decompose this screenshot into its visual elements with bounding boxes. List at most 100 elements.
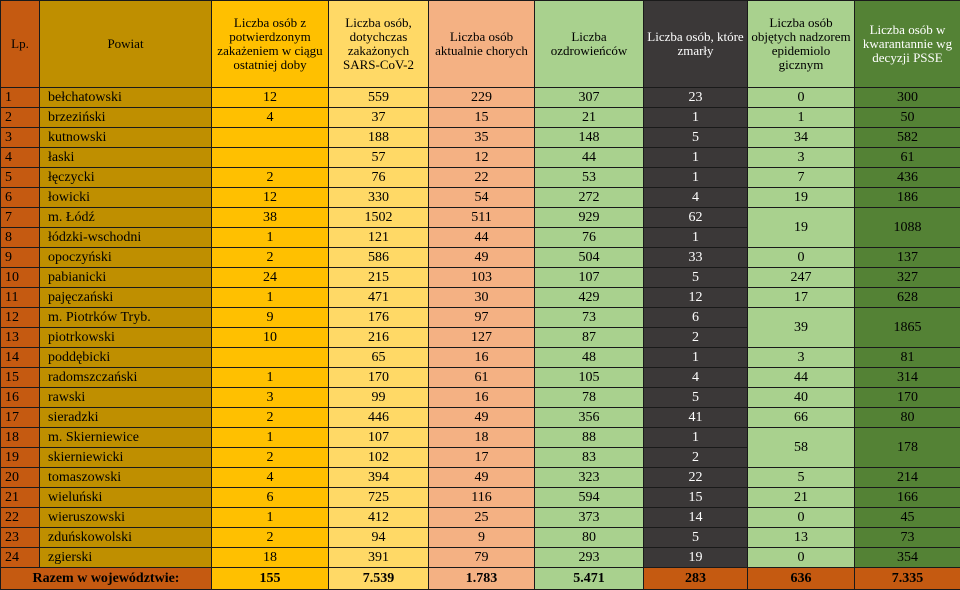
cell-recovered: 87	[534, 327, 644, 348]
table-row: 5 łęczycki 2 76 22 53 1 7 436	[0, 167, 960, 188]
cell-sick: 44	[428, 227, 535, 248]
cell-total: 216	[328, 327, 429, 348]
table-row: 15 radomszczański 1 170 61 105 4 44 314	[0, 367, 960, 388]
cell-quarantine: 61	[854, 147, 960, 168]
cell-powiat: opoczyński	[39, 247, 212, 268]
cell-deaths: 5	[643, 127, 748, 148]
cell-total: 725	[328, 487, 429, 508]
cell-total: 76	[328, 167, 429, 188]
cell-lp: 7	[0, 207, 40, 228]
cell-deaths: 1	[643, 347, 748, 368]
table-row: 2 brzeziński 4 37 15 21 1 1 50	[0, 107, 960, 128]
cell-daily: 1	[211, 287, 329, 308]
cell-supervision: 1	[747, 107, 855, 128]
cell-sick: 17	[428, 447, 535, 468]
cell-deaths: 19	[643, 547, 748, 568]
cell-total: 37	[328, 107, 429, 128]
cell-supervision: 247	[747, 267, 855, 288]
cell-quarantine: 81	[854, 347, 960, 368]
cell-sick: 35	[428, 127, 535, 148]
table-row: 22 wieruszowski 1 412 25 373 14 0 45	[0, 507, 960, 528]
cell-daily	[211, 147, 329, 168]
cell-supervision: 34	[747, 127, 855, 148]
cell-deaths: 62	[643, 207, 748, 228]
cell-deaths: 5	[643, 267, 748, 288]
header-total: Liczba osób, dotychczas zakażonych SARS-…	[328, 0, 429, 88]
table-body: 1 bełchatowski 12 559 229 307 23 0 300 2 brzezińsk…	[0, 87, 960, 568]
cell-powiat: łaski	[39, 147, 212, 168]
cell-supervision: 0	[747, 247, 855, 268]
cell-daily: 2	[211, 247, 329, 268]
table-row: 19 skierniewicki 2 102 17 83 2	[0, 447, 960, 468]
cell-sick: 127	[428, 327, 535, 348]
cell-daily: 24	[211, 267, 329, 288]
cell-deaths: 2	[643, 327, 748, 348]
cell-quarantine: 73	[854, 527, 960, 548]
cell-supervision: 19	[747, 207, 855, 248]
cell-quarantine: 50	[854, 107, 960, 128]
cell-sick: 229	[428, 87, 535, 108]
cell-daily	[211, 347, 329, 368]
cell-recovered: 356	[534, 407, 644, 428]
table-row: 23 zduńskowolski 2 94 9 80 5 13 73	[0, 527, 960, 548]
cell-quarantine: 80	[854, 407, 960, 428]
cell-sick: 22	[428, 167, 535, 188]
cell-recovered: 148	[534, 127, 644, 148]
cell-deaths: 1	[643, 147, 748, 168]
cell-recovered: 272	[534, 187, 644, 208]
totals-row: Razem w województwie: 155 7.539 1.783 5.…	[0, 567, 960, 590]
cell-supervision: 5	[747, 467, 855, 488]
cell-powiat: radomszczański	[39, 367, 212, 388]
cell-powiat: wieluński	[39, 487, 212, 508]
cell-powiat: zgierski	[39, 547, 212, 568]
cell-deaths: 1	[643, 427, 748, 448]
cell-powiat: brzeziński	[39, 107, 212, 128]
cell-recovered: 48	[534, 347, 644, 368]
table-row: 18 m. Skierniewice 1 107 18 88 1 58 178	[0, 427, 960, 468]
cell-sick: 12	[428, 147, 535, 168]
cell-total: 330	[328, 187, 429, 208]
cell-recovered: 80	[534, 527, 644, 548]
cell-lp: 1	[0, 87, 40, 108]
totals-deaths: 283	[643, 567, 748, 590]
cell-deaths: 6	[643, 307, 748, 328]
cell-lp: 14	[0, 347, 40, 368]
cell-daily: 3	[211, 387, 329, 408]
cell-total: 1502	[328, 207, 429, 228]
cell-total: 57	[328, 147, 429, 168]
cell-powiat: poddębicki	[39, 347, 212, 368]
cell-deaths: 4	[643, 187, 748, 208]
cell-total: 188	[328, 127, 429, 148]
cell-recovered: 88	[534, 427, 644, 448]
cell-powiat: tomaszowski	[39, 467, 212, 488]
cell-quarantine: 170	[854, 387, 960, 408]
cell-supervision: 66	[747, 407, 855, 428]
cell-sick: 49	[428, 247, 535, 268]
cell-total: 391	[328, 547, 429, 568]
cell-daily: 1	[211, 227, 329, 248]
cell-sick: 54	[428, 187, 535, 208]
cell-powiat: rawski	[39, 387, 212, 408]
table-row: 12 m. Piotrków Tryb. 9 176 97 73 6 39 1865	[0, 307, 960, 348]
cell-sick: 49	[428, 407, 535, 428]
cell-deaths: 33	[643, 247, 748, 268]
cell-daily: 4	[211, 107, 329, 128]
cell-daily: 1	[211, 367, 329, 388]
cell-deaths: 14	[643, 507, 748, 528]
table-row: 16 rawski 3 99 16 78 5 40 170	[0, 387, 960, 408]
cell-recovered: 307	[534, 87, 644, 108]
cell-quarantine: 214	[854, 467, 960, 488]
cell-lp: 3	[0, 127, 40, 148]
cell-supervision: 0	[747, 547, 855, 568]
table-row: 1 bełchatowski 12 559 229 307 23 0 300	[0, 87, 960, 108]
cell-lp: 6	[0, 187, 40, 208]
cell-quarantine: 178	[854, 427, 960, 468]
header-quarantine: Liczba osób w kwarantannie wg decyzji PS…	[854, 0, 960, 88]
table-row: 14 poddębicki 65 16 48 1 3 81	[0, 347, 960, 368]
totals-quarantine: 7.335	[854, 567, 960, 590]
cell-lp: 20	[0, 467, 40, 488]
cell-daily: 1	[211, 427, 329, 448]
table-row: 17 sieradzki 2 446 49 356 41 66 80	[0, 407, 960, 428]
cell-quarantine: 186	[854, 187, 960, 208]
